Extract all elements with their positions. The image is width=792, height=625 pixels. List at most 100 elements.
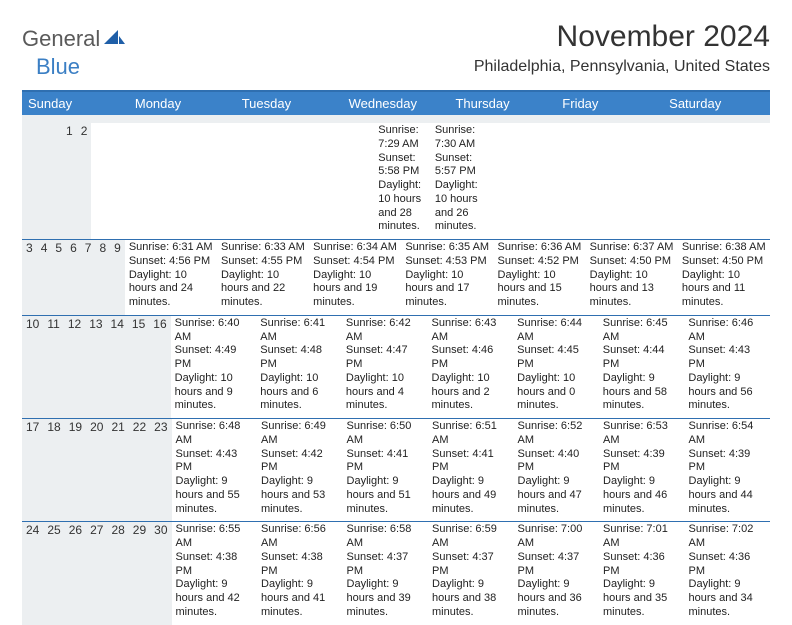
header-spacer xyxy=(22,115,770,123)
sunrise-text: Sunrise: 6:31 AM xyxy=(129,241,213,255)
page-title: November 2024 xyxy=(474,20,770,54)
daylight-text: Daylight: 9 hours and 47 minutes. xyxy=(518,475,596,516)
daylight-text: Daylight: 9 hours and 44 minutes. xyxy=(689,475,767,516)
daylight-text: Daylight: 10 hours and 24 minutes. xyxy=(129,269,213,310)
sail-icon xyxy=(104,28,126,51)
sunset-text: Sunset: 4:39 PM xyxy=(689,448,767,476)
dow-sunday: Sunday xyxy=(22,92,129,115)
day-details xyxy=(91,123,148,239)
day-number: 30 xyxy=(150,522,171,624)
sunrise-text: Sunrise: 6:45 AM xyxy=(603,317,681,345)
day-number: 16 xyxy=(149,316,170,418)
sunrise-text: Sunrise: 6:49 AM xyxy=(261,420,339,448)
calendar-page: General November 2024 Philadelphia, Penn… xyxy=(0,0,792,625)
daylight-text: Daylight: 9 hours and 53 minutes. xyxy=(261,475,339,516)
day-details: Sunrise: 6:59 AMSunset: 4:37 PMDaylight:… xyxy=(428,522,514,624)
day-details: Sunrise: 6:54 AMSunset: 4:39 PMDaylight:… xyxy=(685,419,771,521)
sunrise-text: Sunrise: 6:52 AM xyxy=(518,420,596,448)
day-details: Sunrise: 6:38 AMSunset: 4:50 PMDaylight:… xyxy=(678,240,770,315)
day-number: 9 xyxy=(110,240,125,315)
sunrise-text: Sunrise: 6:34 AM xyxy=(313,241,397,255)
day-details: Sunrise: 6:51 AMSunset: 4:41 PMDaylight:… xyxy=(428,419,514,521)
week-row: 17181920212223Sunrise: 6:48 AMSunset: 4:… xyxy=(22,418,770,521)
daylight-text: Daylight: 9 hours and 39 minutes. xyxy=(347,578,425,619)
day-number: 3 xyxy=(22,240,37,315)
sunset-text: Sunset: 4:47 PM xyxy=(346,344,424,372)
daylight-text: Daylight: 9 hours and 46 minutes. xyxy=(603,475,681,516)
day-number: 28 xyxy=(107,522,128,624)
daynum-row: 10111213141516 xyxy=(22,316,171,418)
sunset-text: Sunset: 4:43 PM xyxy=(688,344,766,372)
day-number: 18 xyxy=(43,419,64,521)
sunrise-text: Sunrise: 6:41 AM xyxy=(260,317,338,345)
sunrise-text: Sunrise: 6:35 AM xyxy=(405,241,489,255)
sunrise-text: Sunrise: 6:42 AM xyxy=(346,317,424,345)
daylight-text: Daylight: 10 hours and 26 minutes. xyxy=(435,179,484,234)
week-row: 24252627282930Sunrise: 6:55 AMSunset: 4:… xyxy=(22,521,770,624)
sunrise-text: Sunrise: 7:02 AM xyxy=(689,523,767,551)
sunset-text: Sunset: 4:37 PM xyxy=(432,551,510,579)
daylight-text: Daylight: 9 hours and 36 minutes. xyxy=(518,578,596,619)
day-details: Sunrise: 7:30 AMSunset: 5:57 PMDaylight:… xyxy=(431,123,488,239)
day-details: Sunrise: 6:34 AMSunset: 4:54 PMDaylight:… xyxy=(309,240,401,315)
sunset-text: Sunset: 5:57 PM xyxy=(435,152,484,180)
sunrise-text: Sunrise: 7:00 AM xyxy=(518,523,596,551)
sunrise-text: Sunrise: 6:54 AM xyxy=(689,420,767,448)
sunrise-text: Sunrise: 6:44 AM xyxy=(517,317,595,345)
day-details: Sunrise: 6:44 AMSunset: 4:45 PMDaylight:… xyxy=(513,316,599,418)
day-details xyxy=(261,123,318,239)
sunrise-text: Sunrise: 6:38 AM xyxy=(682,241,766,255)
details-row: Sunrise: 6:31 AMSunset: 4:56 PMDaylight:… xyxy=(125,240,770,315)
day-details: Sunrise: 6:37 AMSunset: 4:50 PMDaylight:… xyxy=(586,240,678,315)
day-number: 13 xyxy=(85,316,106,418)
day-details: Sunrise: 6:41 AMSunset: 4:48 PMDaylight:… xyxy=(256,316,342,418)
daylight-text: Daylight: 9 hours and 41 minutes. xyxy=(261,578,339,619)
day-number: 8 xyxy=(95,240,110,315)
sunrise-text: Sunrise: 6:48 AM xyxy=(176,420,254,448)
sunset-text: Sunset: 4:36 PM xyxy=(603,551,681,579)
day-details: Sunrise: 6:48 AMSunset: 4:43 PMDaylight:… xyxy=(172,419,258,521)
dow-tuesday: Tuesday xyxy=(236,92,343,115)
day-number: 24 xyxy=(22,522,43,624)
daylight-text: Daylight: 10 hours and 9 minutes. xyxy=(175,372,253,413)
daylight-text: Daylight: 9 hours and 38 minutes. xyxy=(432,578,510,619)
sunset-text: Sunset: 4:36 PM xyxy=(689,551,767,579)
sunrise-text: Sunrise: 6:50 AM xyxy=(347,420,425,448)
sunrise-text: Sunrise: 7:30 AM xyxy=(435,124,484,152)
day-details: Sunrise: 6:42 AMSunset: 4:47 PMDaylight:… xyxy=(342,316,428,418)
location-text: Philadelphia, Pennsylvania, United State… xyxy=(474,58,770,76)
daylight-text: Daylight: 10 hours and 17 minutes. xyxy=(405,269,489,310)
sunset-text: Sunset: 4:44 PM xyxy=(603,344,681,372)
day-number: 17 xyxy=(22,419,43,521)
sunset-text: Sunset: 4:50 PM xyxy=(682,255,766,269)
dow-friday: Friday xyxy=(556,92,663,115)
daylight-text: Daylight: 9 hours and 35 minutes. xyxy=(603,578,681,619)
sunrise-text: Sunrise: 6:59 AM xyxy=(432,523,510,551)
sunset-text: Sunset: 4:38 PM xyxy=(261,551,339,579)
day-number: 26 xyxy=(65,522,86,624)
day-details xyxy=(148,123,205,239)
day-details xyxy=(318,123,375,239)
day-number: 25 xyxy=(43,522,64,624)
daylight-text: Daylight: 9 hours and 34 minutes. xyxy=(689,578,767,619)
day-number: 6 xyxy=(66,240,81,315)
day-details: Sunrise: 7:00 AMSunset: 4:37 PMDaylight:… xyxy=(514,522,600,624)
day-number: 10 xyxy=(22,316,43,418)
sunset-text: Sunset: 4:52 PM xyxy=(498,255,582,269)
day-number xyxy=(54,123,62,239)
dow-wednesday: Wednesday xyxy=(343,92,450,115)
day-details xyxy=(205,123,262,239)
day-details: Sunrise: 6:46 AMSunset: 4:43 PMDaylight:… xyxy=(684,316,770,418)
sunset-text: Sunset: 4:46 PM xyxy=(432,344,510,372)
sunset-text: Sunset: 4:41 PM xyxy=(432,448,510,476)
dow-header-row: Sunday Monday Tuesday Wednesday Thursday… xyxy=(22,92,770,115)
daynum-row: 24252627282930 xyxy=(22,522,172,624)
dow-thursday: Thursday xyxy=(449,92,556,115)
sunrise-text: Sunrise: 6:46 AM xyxy=(688,317,766,345)
daylight-text: Daylight: 9 hours and 51 minutes. xyxy=(347,475,425,516)
sunset-text: Sunset: 4:37 PM xyxy=(347,551,425,579)
day-number: 5 xyxy=(51,240,66,315)
sunrise-text: Sunrise: 6:36 AM xyxy=(498,241,582,255)
day-number: 23 xyxy=(150,419,171,521)
sunset-text: Sunset: 4:50 PM xyxy=(590,255,674,269)
